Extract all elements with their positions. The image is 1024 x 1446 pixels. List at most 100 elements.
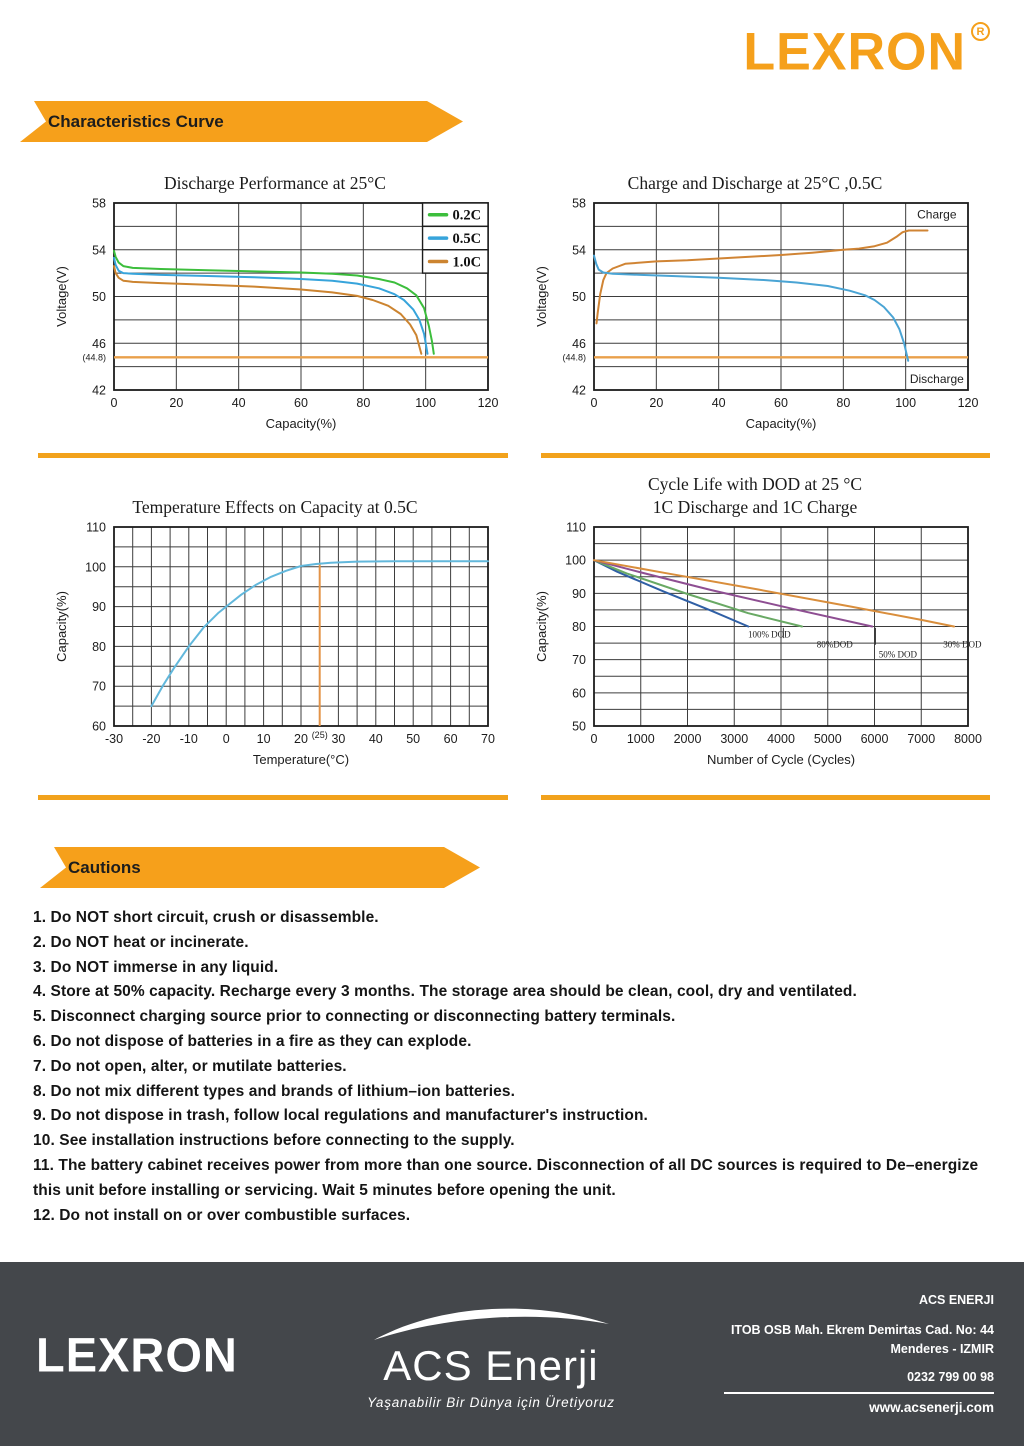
svg-text:80: 80 <box>356 396 370 410</box>
svg-text:100% DOD: 100% DOD <box>748 629 791 639</box>
svg-text:42: 42 <box>92 384 106 398</box>
svg-text:110: 110 <box>86 521 106 535</box>
caution-item: 5. Disconnect charging source prior to c… <box>33 1008 676 1026</box>
svg-text:50: 50 <box>406 732 420 746</box>
svg-text:46: 46 <box>572 337 586 351</box>
svg-text:-20: -20 <box>142 732 160 746</box>
svg-text:110: 110 <box>566 521 586 535</box>
svg-text:(44.8): (44.8) <box>562 352 586 362</box>
svg-text:100: 100 <box>415 396 436 410</box>
chart-title: Temperature Effects on Capacity at 0.5C <box>132 497 418 518</box>
chart-title-block: Discharge Performance at 25°C <box>40 160 510 196</box>
svg-text:50% DOD: 50% DOD <box>879 649 918 659</box>
temperature-effects-chart: -30 -20 -10 0 10 20 30 40 50 60 70 60 70 80 90 100 110 (2… <box>54 521 495 768</box>
svg-text:0: 0 <box>223 732 230 746</box>
svg-text:4000: 4000 <box>767 732 795 746</box>
svg-text:Temperature(°C): Temperature(°C) <box>253 752 349 767</box>
svg-text:1.0C: 1.0C <box>453 254 482 270</box>
svg-text:90: 90 <box>572 587 586 601</box>
svg-text:1000: 1000 <box>627 732 655 746</box>
svg-text:40: 40 <box>232 396 246 410</box>
svg-text:0: 0 <box>591 732 598 746</box>
svg-text:20: 20 <box>169 396 183 410</box>
section-divider <box>38 795 508 800</box>
brand-logo-text: LEXRON <box>743 22 966 82</box>
chart-title-block: Charge and Discharge at 25°C ,0.5C <box>520 160 990 196</box>
svg-text:Capacity(%): Capacity(%) <box>54 591 69 662</box>
characteristics-curve-banner-label: Characteristics Curve <box>48 112 224 131</box>
acs-tagline: Yaşanabilir Bir Dünya için Üretiyoruz <box>367 1394 615 1410</box>
svg-text:6000: 6000 <box>861 732 889 746</box>
caution-item: 8. Do not mix different types and brands… <box>33 1082 515 1100</box>
chart-title: Charge and Discharge at 25°C ,0.5C <box>627 173 883 194</box>
svg-text:10: 10 <box>257 732 271 746</box>
cautions-banner-label: Cautions <box>68 858 141 877</box>
caution-item: 11. The battery cabinet receives power f… <box>33 1156 979 1199</box>
chart-temperature-effects: Temperature Effects on Capacity at 0.5C … <box>40 468 510 772</box>
footer: LEXRON ACS Enerji Yaşanabilir Bir Dünya … <box>0 1262 1024 1446</box>
footer-brand-logo: LEXRON <box>36 1326 238 1382</box>
svg-text:30% DOD: 30% DOD <box>943 639 982 649</box>
svg-text:50: 50 <box>92 290 106 304</box>
footer-address-line1: ITOB OSB Mah. Ekrem Demirtas Cad. No: 44 <box>730 1323 994 1338</box>
svg-text:54: 54 <box>92 243 106 257</box>
svg-text:Charge: Charge <box>917 208 957 222</box>
svg-text:70: 70 <box>92 680 106 694</box>
svg-text:40: 40 <box>712 396 726 410</box>
svg-text:60: 60 <box>444 732 458 746</box>
svg-text:100: 100 <box>895 396 916 410</box>
chart-title-block: Cycle Life with DOD at 25 °C 1C Discharg… <box>520 468 990 520</box>
svg-text:80: 80 <box>836 396 850 410</box>
svg-text:58: 58 <box>92 197 106 211</box>
svg-text:5000: 5000 <box>814 732 842 746</box>
chart-title: Cycle Life with DOD at 25 °C <box>647 473 863 494</box>
section-divider <box>541 795 990 800</box>
svg-text:80: 80 <box>572 620 586 634</box>
chart-discharge-performance: Discharge Performance at 25°C 0 20 40 60 80 1… <box>40 160 510 436</box>
svg-text:50: 50 <box>572 720 586 734</box>
chart-cycle-life: Cycle Life with DOD at 25 °C 1C Discharg… <box>520 468 990 772</box>
svg-text:90: 90 <box>92 600 106 614</box>
svg-text:Number of Cycle (Cycles): Number of Cycle (Cycles) <box>707 752 855 767</box>
svg-text:8000: 8000 <box>954 732 982 746</box>
svg-text:60: 60 <box>294 396 308 410</box>
svg-text:100: 100 <box>85 560 106 574</box>
svg-text:Capacity(%): Capacity(%) <box>534 591 549 662</box>
svg-text:-10: -10 <box>180 732 198 746</box>
svg-text:7000: 7000 <box>907 732 935 746</box>
svg-text:Voltage(V): Voltage(V) <box>534 266 549 327</box>
svg-text:-30: -30 <box>105 732 123 746</box>
svg-text:120: 120 <box>958 396 979 410</box>
svg-text:120: 120 <box>478 396 499 410</box>
svg-text:(25): (25) <box>312 730 328 740</box>
chart-title: Discharge Performance at 25°C <box>164 173 386 194</box>
svg-text:100: 100 <box>565 554 586 568</box>
svg-text:54: 54 <box>572 243 586 257</box>
section-divider <box>38 453 508 458</box>
svg-text:0: 0 <box>111 396 118 410</box>
svg-text:3000: 3000 <box>720 732 748 746</box>
caution-item: 1. Do NOT short circuit, crush or disass… <box>33 909 379 926</box>
svg-text:Capacity(%): Capacity(%) <box>266 416 337 431</box>
cautions-list: 1. Do NOT short circuit, crush or disass… <box>33 906 983 1228</box>
svg-text:46: 46 <box>92 337 106 351</box>
cautions-banner: Cautions <box>28 847 480 888</box>
svg-text:80%DOD: 80%DOD <box>817 639 853 649</box>
svg-text:50: 50 <box>572 290 586 304</box>
section-divider <box>541 453 990 458</box>
svg-text:(44.8): (44.8) <box>82 352 106 362</box>
svg-text:60: 60 <box>92 720 106 734</box>
footer-contact-block: ACS ENERJI ITOB OSB Mah. Ekrem Demirtas … <box>723 1293 994 1415</box>
acs-swoosh-icon <box>373 1309 609 1341</box>
chart-title-block: Temperature Effects on Capacity at 0.5C <box>40 468 510 520</box>
acs-logo-text: ACS Enerji <box>383 1342 599 1390</box>
svg-text:0.5C: 0.5C <box>453 231 482 247</box>
caution-item: 6. Do not dispose of batteries in a fire… <box>33 1032 472 1050</box>
caution-item: 4. Store at 50% capacity. Recharge every… <box>33 983 857 1001</box>
cycle-life-chart: 0 1000 2000 3000 4000 5000 6000 7000 8000 50 60 70 8… <box>534 521 982 768</box>
svg-text:40: 40 <box>369 732 383 746</box>
svg-text:20: 20 <box>649 396 663 410</box>
footer-company-name: ACS ENERJI <box>918 1293 994 1308</box>
svg-text:42: 42 <box>572 384 586 398</box>
